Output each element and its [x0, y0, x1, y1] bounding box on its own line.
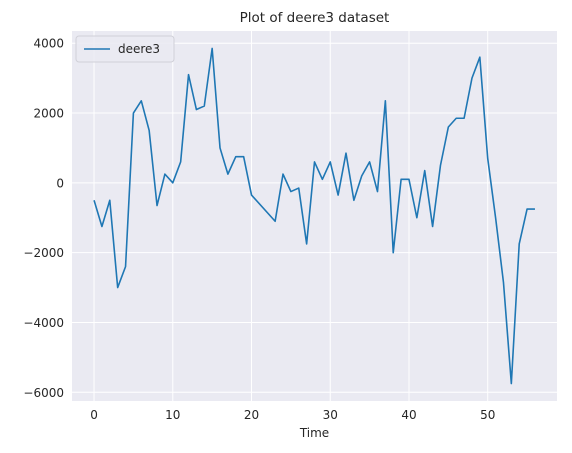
- x-tick-label: 40: [401, 408, 416, 422]
- x-tick-labels: 0 10 20 30 40 50: [90, 408, 495, 422]
- legend-box: [75, 35, 175, 63]
- legend: deere3: [75, 35, 175, 63]
- y-tick-label: 2000: [33, 107, 64, 121]
- y-tick-label: −6000: [23, 386, 64, 400]
- plot-area: [72, 31, 557, 401]
- x-axis-title: Time: [299, 426, 329, 440]
- y-tick-label: 4000: [33, 37, 64, 51]
- y-tick-labels: −6000 −4000 −2000 0 2000 4000: [23, 37, 64, 400]
- y-tick-label: −4000: [23, 316, 64, 330]
- legend-label-deere3: deere3: [118, 42, 160, 56]
- x-tick-label: 10: [165, 408, 180, 422]
- x-tick-label: 30: [323, 408, 338, 422]
- series-group: [93, 47, 535, 385]
- x-tick-label: 50: [480, 408, 495, 422]
- chart-title: Plot of deere3 dataset: [240, 10, 390, 26]
- x-tick-label: 0: [90, 408, 98, 422]
- y-tick-label: 0: [56, 176, 64, 190]
- y-tick-label: −2000: [23, 246, 64, 260]
- series-line-deere3: [93, 47, 535, 385]
- x-tick-label: 20: [244, 408, 259, 422]
